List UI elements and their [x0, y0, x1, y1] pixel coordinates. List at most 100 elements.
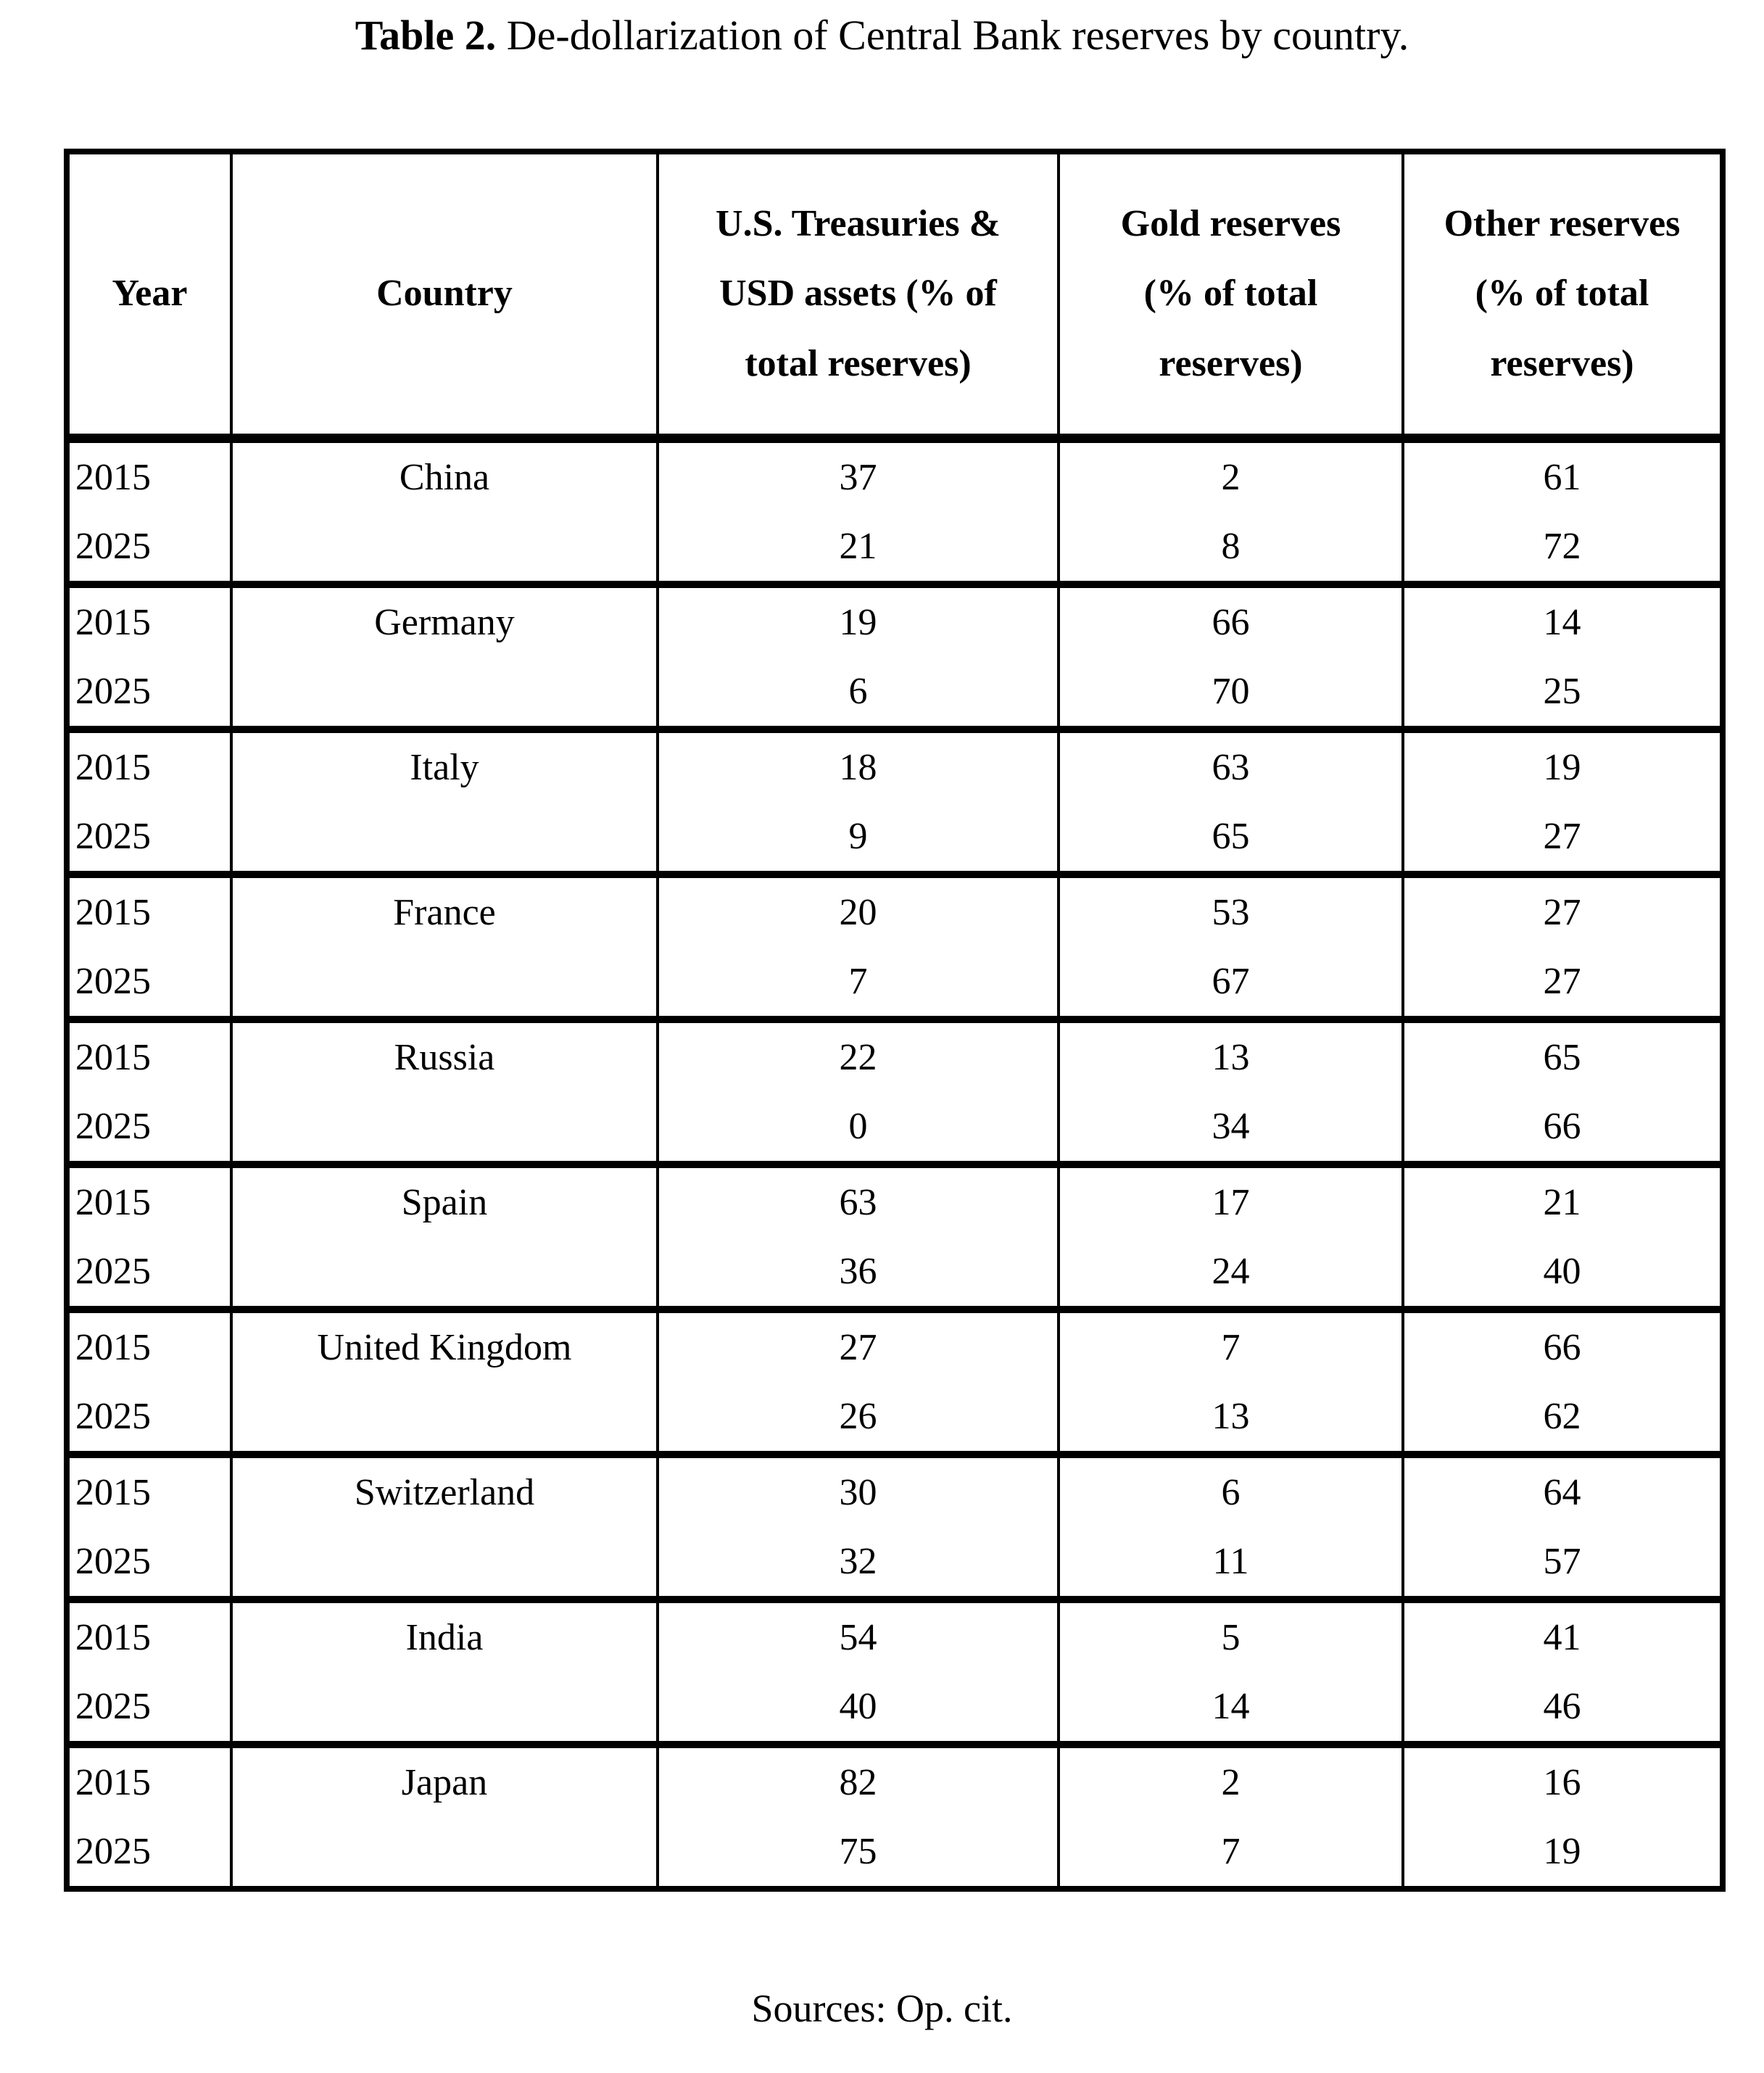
other-cell: 40	[1401, 1237, 1723, 1309]
gold-cell: 14	[1057, 1672, 1403, 1745]
gold-cell: 2	[1057, 1741, 1403, 1817]
year-cell: 2015	[65, 434, 231, 512]
other-cell: 27	[1401, 871, 1723, 947]
usd-cell: 40	[656, 1672, 1059, 1745]
header-year: Year	[65, 152, 231, 443]
country-cell: India	[230, 1596, 658, 1745]
table-row: 2015 Spain 63 17 21	[65, 1161, 1723, 1309]
country-cell: France	[230, 871, 658, 1019]
year-cell: 2025	[65, 802, 231, 874]
country-cell: Switzerland	[230, 1451, 658, 1600]
year-cell: 2015	[65, 1161, 231, 1237]
usd-cell: 37	[656, 434, 1059, 512]
year-cell: 2015	[65, 1596, 231, 1672]
gold-cell: 70	[1057, 657, 1403, 729]
other-cell: 25	[1401, 657, 1723, 729]
other-cell: 21	[1401, 1161, 1723, 1237]
table-row: 2025 36 24 40	[65, 1237, 1723, 1309]
table-row: 2025 7 67 27	[65, 947, 1723, 1019]
country-cell: Germany	[230, 581, 658, 729]
gold-cell: 7	[1057, 1817, 1403, 1889]
year-cell: 2025	[65, 1237, 231, 1309]
gold-cell: 11	[1057, 1527, 1403, 1600]
header-other: Other reserves (% of total reserves)	[1401, 152, 1723, 443]
country-cell: Italy	[230, 726, 658, 874]
usd-cell: 27	[656, 1306, 1059, 1382]
usd-cell: 36	[656, 1237, 1059, 1309]
usd-cell: 7	[656, 947, 1059, 1019]
table-row: 2015 China 37 2 61	[65, 434, 1723, 584]
gold-cell: 8	[1057, 512, 1403, 584]
gold-cell: 2	[1057, 434, 1403, 512]
other-cell: 61	[1401, 434, 1723, 512]
usd-cell: 21	[656, 512, 1059, 584]
other-cell: 14	[1401, 581, 1723, 657]
year-cell: 2025	[65, 1092, 231, 1164]
table-row: 2015 Italy 18 63 19	[65, 726, 1723, 874]
table-row: 2025 26 13 62	[65, 1382, 1723, 1455]
other-cell: 19	[1401, 726, 1723, 802]
other-cell: 62	[1401, 1382, 1723, 1455]
usd-cell: 63	[656, 1161, 1059, 1237]
year-cell: 2015	[65, 581, 231, 657]
year-cell: 2015	[65, 1741, 231, 1817]
other-cell: 66	[1401, 1306, 1723, 1382]
table-caption: Table 2. De-dollarization of Central Ban…	[0, 10, 1764, 61]
country-cell: Japan	[230, 1741, 658, 1889]
table-row: 2015 United Kingdom 27 7 66	[65, 1306, 1723, 1455]
header-gold: Gold reserves (% of total reserves)	[1057, 152, 1403, 443]
other-cell: 41	[1401, 1596, 1723, 1672]
table-caption-label: Table 2.	[355, 12, 497, 59]
usd-cell: 54	[656, 1596, 1059, 1672]
usd-cell: 18	[656, 726, 1059, 802]
year-cell: 2025	[65, 1672, 231, 1745]
year-cell: 2025	[65, 1817, 231, 1889]
gold-cell: 24	[1057, 1237, 1403, 1309]
year-cell: 2015	[65, 1451, 231, 1527]
table-body: 2015 China 37 2 61 2025 21 8 72 2015 Germany 19 66 14…	[65, 434, 1723, 1889]
usd-cell: 32	[656, 1527, 1059, 1600]
reserves-table: Year Country U.S. Treasuries & USD asset…	[64, 149, 1726, 1892]
year-cell: 2025	[65, 657, 231, 729]
other-cell: 27	[1401, 947, 1723, 1019]
table-row: 2025 40 14 46	[65, 1672, 1723, 1745]
year-cell: 2015	[65, 1306, 231, 1382]
header-row: Year Country U.S. Treasuries & USD asset…	[65, 152, 1723, 443]
country-cell: China	[230, 434, 658, 584]
table-row: 2025 6 70 25	[65, 657, 1723, 729]
other-cell: 46	[1401, 1672, 1723, 1745]
year-cell: 2025	[65, 512, 231, 584]
usd-cell: 22	[656, 1016, 1059, 1092]
gold-cell: 53	[1057, 871, 1403, 947]
other-cell: 27	[1401, 802, 1723, 874]
other-cell: 57	[1401, 1527, 1723, 1600]
table-header: Year Country U.S. Treasuries & USD asset…	[65, 152, 1723, 443]
usd-cell: 9	[656, 802, 1059, 874]
table-row: 2015 Switzerland 30 6 64	[65, 1451, 1723, 1600]
usd-cell: 30	[656, 1451, 1059, 1527]
table-row: 2025 75 7 19	[65, 1817, 1723, 1889]
year-cell: 2015	[65, 871, 231, 947]
other-cell: 65	[1401, 1016, 1723, 1092]
gold-cell: 17	[1057, 1161, 1403, 1237]
gold-cell: 65	[1057, 802, 1403, 874]
usd-cell: 6	[656, 657, 1059, 729]
usd-cell: 82	[656, 1741, 1059, 1817]
table-row: 2015 Russia 22 13 65	[65, 1016, 1723, 1164]
header-usd: U.S. Treasuries & USD assets (% of total…	[656, 152, 1059, 443]
year-cell: 2025	[65, 947, 231, 1019]
other-cell: 72	[1401, 512, 1723, 584]
usd-cell: 20	[656, 871, 1059, 947]
table-row: 2025 0 34 66	[65, 1092, 1723, 1164]
year-cell: 2015	[65, 726, 231, 802]
table-row: 2015 France 20 53 27	[65, 871, 1723, 1019]
gold-cell: 7	[1057, 1306, 1403, 1382]
usd-cell: 0	[656, 1092, 1059, 1164]
year-cell: 2015	[65, 1016, 231, 1092]
table-row: 2025 32 11 57	[65, 1527, 1723, 1600]
gold-cell: 63	[1057, 726, 1403, 802]
other-cell: 64	[1401, 1451, 1723, 1527]
gold-cell: 66	[1057, 581, 1403, 657]
table-row: 2015 India 54 5 41	[65, 1596, 1723, 1745]
usd-cell: 19	[656, 581, 1059, 657]
